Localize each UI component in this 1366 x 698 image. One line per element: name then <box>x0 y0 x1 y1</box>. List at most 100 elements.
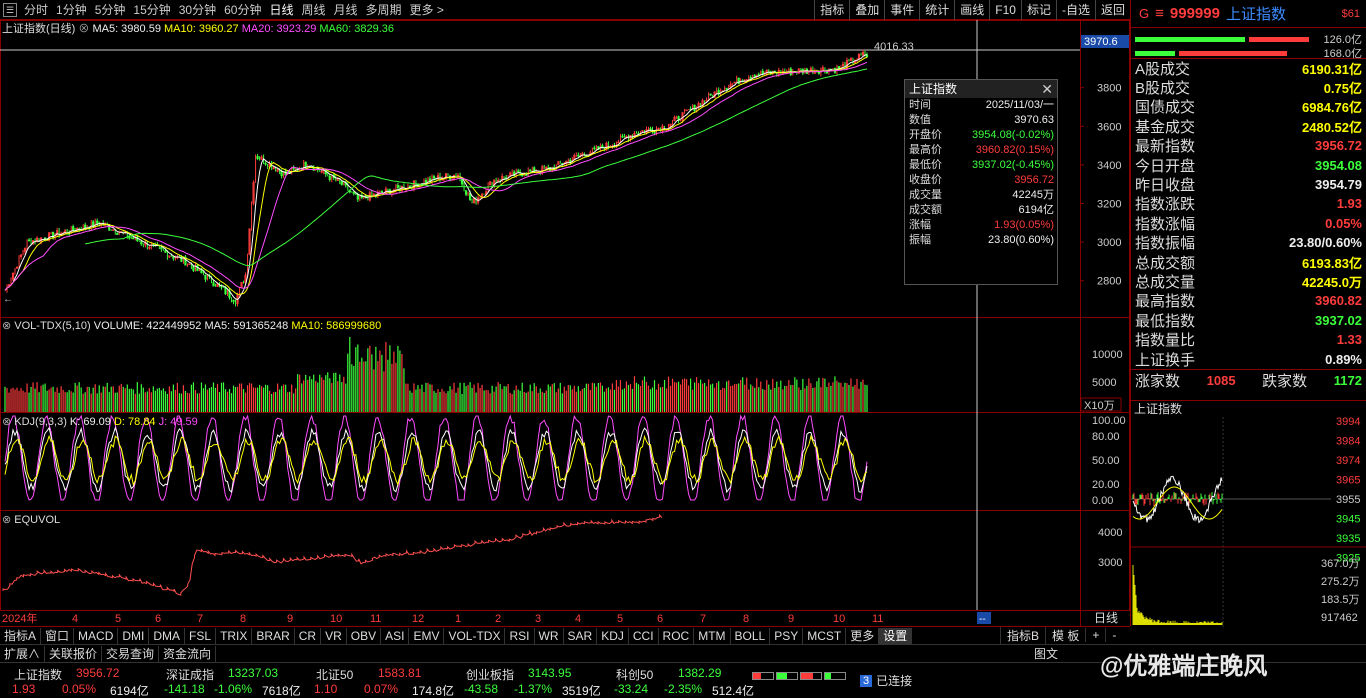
index-name[interactable]: 北证50 <box>316 668 354 682</box>
indicator-tab-6[interactable]: TRIX <box>216 627 253 644</box>
chart-canvas[interactable]: 3800360034003200300028003970.64016.33←10… <box>0 20 1130 626</box>
candle-body <box>292 167 295 170</box>
period-tab-9[interactable]: 多周期 <box>365 2 402 17</box>
indicator-tool-2[interactable]: + <box>1085 628 1105 642</box>
quote-row: 总成交量 42245.0万 <box>1131 272 1366 291</box>
info-row: 涨幅 1.93(0.05%) <box>905 218 1057 233</box>
connection-count: 3 <box>860 674 873 687</box>
up-count-label: 涨家数 <box>1135 372 1181 390</box>
ma10-line <box>4 57 868 295</box>
xaxis-label: 8 <box>743 613 749 625</box>
tool-button-4[interactable]: 画线 <box>954 0 989 20</box>
indicator-tab-2[interactable]: MACD <box>74 627 119 644</box>
info-row-value: 2025/11/03/一 <box>985 99 1054 111</box>
indicator-tab-13[interactable]: VOL-TDX <box>444 627 506 644</box>
quote-value: 3956.72 <box>1315 138 1362 154</box>
ext-tab-3[interactable]: 资金流向 <box>159 645 217 662</box>
indicator-tab-18[interactable]: CCI <box>629 627 659 644</box>
index-name[interactable]: 深证成指 <box>166 668 215 682</box>
tool-button-3[interactable]: 统计 <box>919 0 954 20</box>
indicator-tool-0[interactable]: 指标B <box>1000 626 1045 644</box>
period-tab-7[interactable]: 周线 <box>301 2 326 17</box>
connection-text: 已连接 <box>876 674 913 688</box>
indicator-tool-1[interactable]: 模 板 <box>1045 626 1085 644</box>
index-name[interactable]: 上证指数 <box>14 668 63 682</box>
daily-label[interactable]: 日线 <box>1094 611 1118 625</box>
xaxis-label: 12 <box>412 613 424 625</box>
period-tab-2[interactable]: 5分钟 <box>94 2 126 17</box>
indicator-tab-16[interactable]: SAR <box>564 627 598 644</box>
index-price: 13237.03 <box>228 666 279 680</box>
ext-tab-0[interactable]: 扩展∧ <box>0 645 46 662</box>
indicator-tab-24[interactable]: 更多 <box>846 627 880 644</box>
menu-icon[interactable]: ≡ <box>1155 5 1164 22</box>
collapse-icon[interactable]: ⊗ <box>2 514 12 526</box>
tool-button-5[interactable]: F10 <box>989 0 1021 20</box>
quote-row: 指数量比 1.33 <box>1131 330 1366 349</box>
period-tab-10[interactable]: 更多 > <box>409 2 444 17</box>
indicator-tab-21[interactable]: BOLL <box>731 627 771 644</box>
tool-button-6[interactable]: 标记 <box>1020 0 1056 20</box>
candle-body <box>649 128 652 130</box>
candle-body <box>216 283 219 287</box>
tool-button-1[interactable]: 叠加 <box>849 0 884 20</box>
indicator-tab-7[interactable]: BRAR <box>252 627 295 644</box>
kdj-j-line <box>4 414 868 501</box>
menu-icon[interactable]: ☰ <box>3 2 17 17</box>
indicator-tab-5[interactable]: FSL <box>185 627 217 644</box>
indicator-tab-1[interactable]: 窗口 <box>41 627 75 644</box>
ma20-label: MA20: 3923.29 <box>241 23 317 35</box>
info-row: 振幅 23.80(0.60%) <box>905 233 1057 248</box>
indicator-tool-3[interactable]: - <box>1105 628 1122 642</box>
index-name[interactable]: 科创50 <box>616 668 654 682</box>
indicator-tab-0[interactable]: 指标A <box>0 627 42 644</box>
indicator-tab-22[interactable]: PSY <box>770 627 804 644</box>
quote-value: 6193.83亿 <box>1302 255 1362 271</box>
indicator-tab-19[interactable]: ROC <box>659 627 695 644</box>
ext-tab-1[interactable]: 关联报价 <box>45 645 103 662</box>
tool-button-7[interactable]: -自选 <box>1055 0 1095 20</box>
info-box-title: 上证指数 <box>909 82 958 96</box>
indicator-tab-4[interactable]: DMA <box>149 627 186 644</box>
period-tab-5[interactable]: 60分钟 <box>224 2 262 17</box>
indicator-tab-20[interactable]: MTM <box>694 627 731 644</box>
quote-label: 指数涨幅 <box>1135 215 1196 233</box>
period-tab-8[interactable]: 月线 <box>333 2 358 17</box>
indicator-tab-10[interactable]: OBV <box>347 627 382 644</box>
collapse-icon[interactable]: ⊗ <box>2 320 12 332</box>
indicator-tab-23[interactable]: MCST <box>803 627 847 644</box>
collapse-icon[interactable]: ⊗ <box>78 23 90 35</box>
equvol-title: EQUVOL <box>14 514 61 526</box>
collapse-icon[interactable]: ⊗ <box>2 416 12 428</box>
index-name[interactable]: 创业板指 <box>466 668 515 682</box>
indicator-tab-17[interactable]: KDJ <box>597 627 629 644</box>
period-tab-0[interactable]: 分时 <box>24 2 49 17</box>
close-icon[interactable]: ✕ <box>1041 81 1053 97</box>
connection-status[interactable]: 3 已连接 <box>860 672 912 689</box>
tool-button-8[interactable]: 返回 <box>1094 0 1130 20</box>
tool-button-2[interactable]: 事件 <box>884 0 919 20</box>
indicator-tab-14[interactable]: RSI <box>505 627 535 644</box>
candle-body <box>35 237 39 243</box>
indicator-tab-15[interactable]: WR <box>535 627 564 644</box>
indicator-tab-9[interactable]: VR <box>321 627 347 644</box>
period-tab-1[interactable]: 1分钟 <box>56 2 87 17</box>
quote-value: 1.93 <box>1336 196 1362 212</box>
period-tab-3[interactable]: 15分钟 <box>133 2 171 17</box>
period-tab-4[interactable]: 30分钟 <box>178 2 217 17</box>
equvol-ytick: 3000 <box>1098 557 1122 569</box>
candle-body <box>212 282 215 287</box>
indicator-tab-25[interactable]: 设置 <box>879 627 913 644</box>
indicator-tab-3[interactable]: DMI <box>118 627 150 644</box>
ext-tab-2[interactable]: 交易查询 <box>102 645 160 662</box>
indicator-tab-8[interactable]: CR <box>295 627 322 644</box>
indicator-tab-11[interactable]: ASI <box>381 627 410 644</box>
candle-body <box>72 226 75 231</box>
period-tab-6[interactable]: 日线 <box>269 2 294 17</box>
quote-header: G ≡ 999999 上证指数 $61 <box>1131 0 1366 28</box>
candle-body <box>849 58 853 61</box>
indicator-tab-12[interactable]: EMV <box>409 627 445 644</box>
chart-text-tab[interactable]: 图文 <box>1034 647 1059 661</box>
tool-button-0[interactable]: 指标 <box>814 0 849 20</box>
